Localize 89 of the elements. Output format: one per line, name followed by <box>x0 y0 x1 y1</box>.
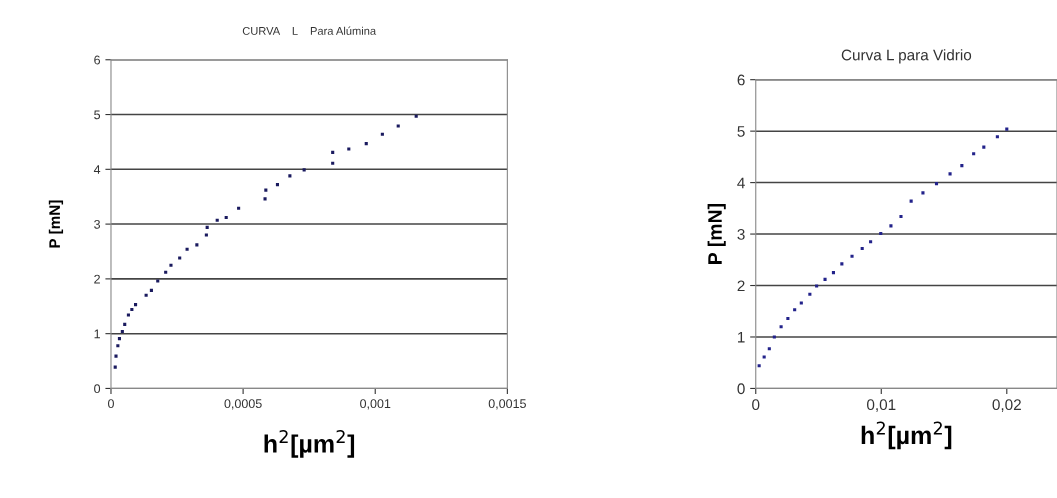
x-axis-title: h$^{2}$[µm$^{2}$] <box>264 429 355 458</box>
point <box>869 240 873 244</box>
point <box>972 152 976 156</box>
y-tick-label: 2 <box>737 280 745 292</box>
point <box>302 168 306 172</box>
point <box>264 188 268 192</box>
x-tick-label: 0,001 <box>360 399 391 410</box>
point <box>815 284 819 288</box>
point <box>960 164 964 168</box>
x-axis-title: h$^{2}$[µm$^{2}$] <box>861 421 952 450</box>
point <box>757 364 761 368</box>
point <box>779 325 783 329</box>
y-tick-label: 4 <box>93 165 101 174</box>
point <box>263 197 267 201</box>
y-axis-title: P [mN] <box>707 204 726 264</box>
point <box>879 231 883 236</box>
point <box>195 243 199 247</box>
y-tick-label: 5 <box>94 110 101 120</box>
y-tick-label: 0 <box>94 384 101 394</box>
point <box>134 303 138 307</box>
x-tick-label: 0 <box>108 399 114 409</box>
point <box>185 247 189 251</box>
point <box>380 132 384 136</box>
point <box>1005 127 1009 131</box>
y-tick-label: 3 <box>94 219 101 229</box>
point <box>840 262 844 266</box>
x-tick-label: 0,02 <box>992 399 1021 412</box>
x-tick-label: 0 <box>752 399 760 411</box>
point <box>237 206 241 210</box>
y-tick-label: 1 <box>738 332 745 343</box>
point <box>396 124 400 128</box>
point <box>117 337 121 341</box>
y-tick-label: 0 <box>737 383 745 395</box>
point <box>982 145 986 149</box>
point <box>116 344 120 348</box>
point <box>114 354 118 358</box>
point <box>995 135 999 139</box>
point <box>224 215 228 220</box>
point <box>889 224 893 228</box>
point <box>275 183 280 187</box>
point <box>808 292 812 296</box>
point <box>288 174 292 178</box>
point <box>149 288 153 292</box>
point <box>831 271 835 275</box>
point <box>860 246 864 251</box>
point <box>130 308 134 312</box>
point <box>786 316 790 321</box>
y-tick-label: 6 <box>94 55 101 65</box>
chart-title: Curva L para Vidrio <box>841 49 972 64</box>
point <box>793 308 797 312</box>
point <box>772 335 776 339</box>
point <box>948 172 952 176</box>
point <box>215 218 219 222</box>
x-tick-label: 0,0005 <box>224 399 262 410</box>
y-tick-label: 4 <box>737 177 745 189</box>
point <box>823 277 827 281</box>
y-tick-label: 6 <box>737 74 745 86</box>
point <box>414 114 418 118</box>
point <box>347 147 351 151</box>
y-tick-label: 2 <box>94 274 100 284</box>
point <box>364 142 368 146</box>
point <box>205 225 209 229</box>
point <box>113 365 117 369</box>
y-tick-label: 5 <box>737 126 745 137</box>
point <box>767 347 771 351</box>
y-tick-label: 1 <box>94 329 100 339</box>
y-tick-label: 3 <box>737 228 745 240</box>
point <box>762 355 766 359</box>
point <box>178 256 182 260</box>
point <box>169 263 173 267</box>
point <box>164 270 168 274</box>
point <box>120 329 124 334</box>
point <box>850 254 854 258</box>
point <box>799 301 803 305</box>
point <box>156 279 160 283</box>
point <box>909 199 913 203</box>
point <box>204 233 208 237</box>
point <box>899 215 903 219</box>
point <box>123 322 127 326</box>
chart-title: CURVA L Para Alúmina <box>242 26 377 35</box>
point <box>331 161 335 165</box>
x-tick-label: 0,0015 <box>488 399 526 410</box>
x-tick-label: 0,01 <box>867 399 896 412</box>
point <box>331 150 335 154</box>
point <box>126 313 130 317</box>
point <box>934 182 939 186</box>
point <box>144 293 148 297</box>
point <box>921 191 925 195</box>
y-axis-title: P [mN] <box>48 200 64 248</box>
